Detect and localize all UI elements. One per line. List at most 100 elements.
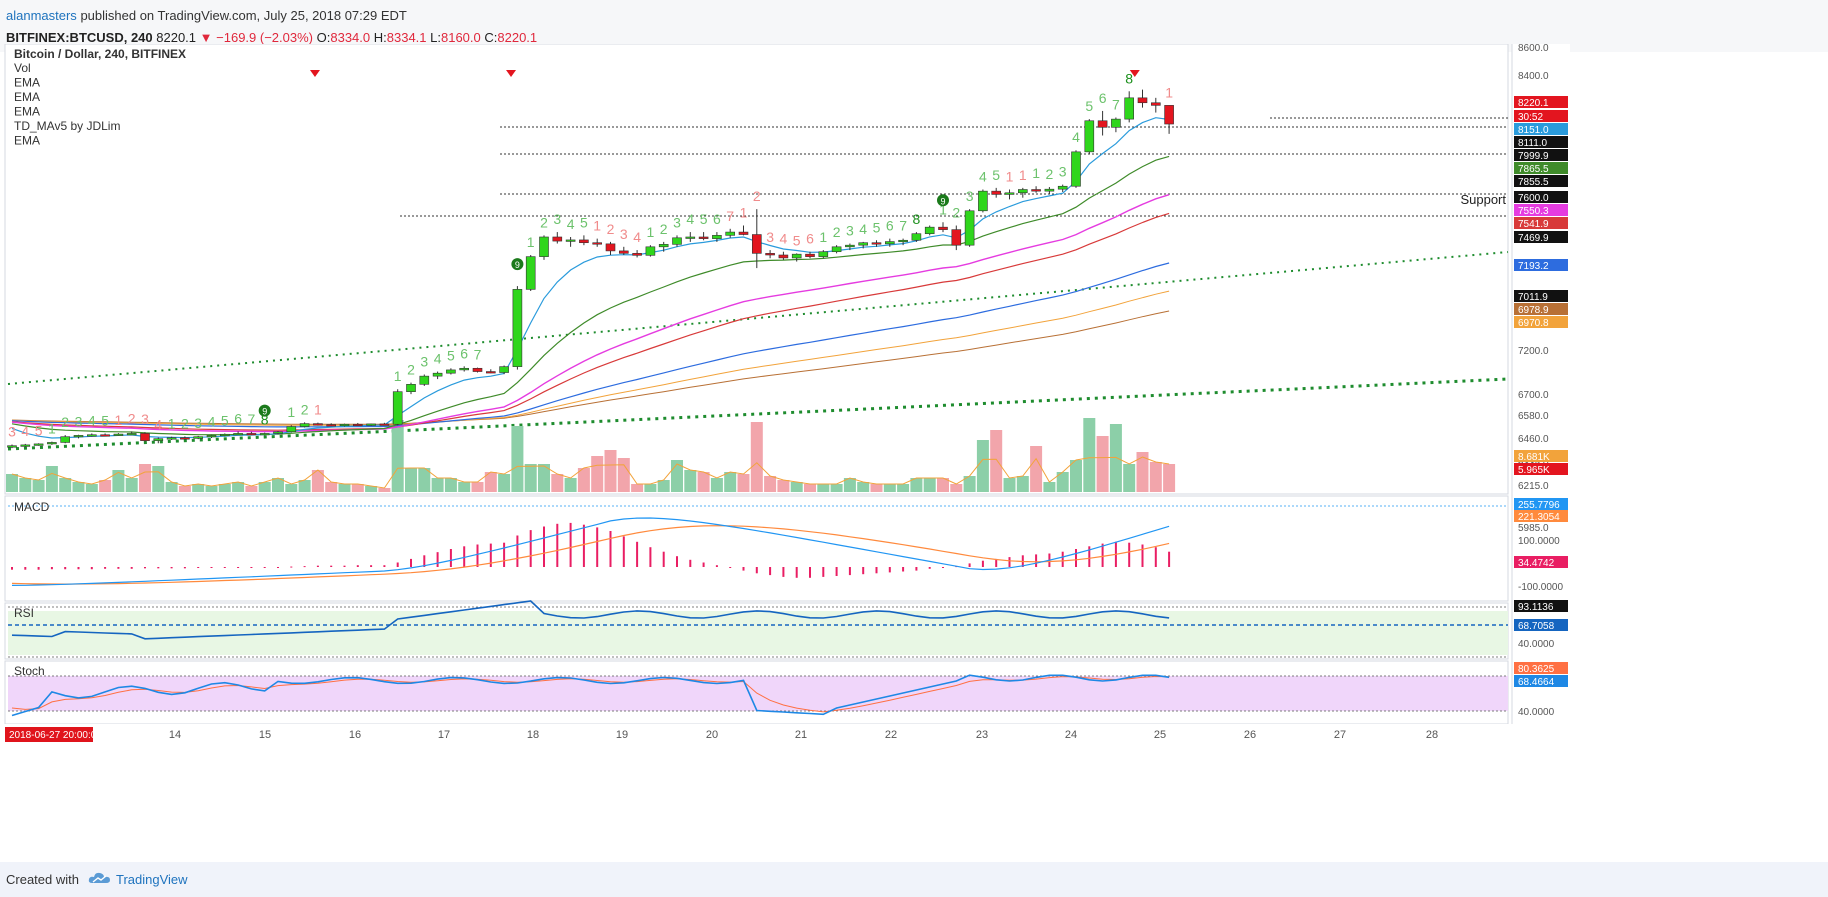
price-label-text: 7999.9 bbox=[1518, 151, 1549, 162]
trend-line-lower bbox=[7, 377, 1509, 451]
volume-bar bbox=[897, 484, 910, 492]
ema-green-line bbox=[11, 155, 1170, 436]
macd-label-box bbox=[1514, 510, 1568, 522]
td-count-label: 4 bbox=[686, 211, 694, 227]
legend-item: EMA bbox=[14, 134, 40, 148]
volume-bar bbox=[804, 484, 816, 492]
price-label-box bbox=[1514, 96, 1568, 108]
td-count-label: 3 bbox=[620, 226, 628, 242]
td-count-label: 2 bbox=[407, 362, 415, 378]
price-label-box bbox=[1514, 204, 1568, 216]
volume-bar bbox=[458, 482, 471, 492]
candle-down bbox=[991, 190, 1002, 195]
td-count-label: 1 bbox=[1006, 169, 1014, 185]
td-count-label: 4 bbox=[1072, 129, 1080, 145]
volume-bar bbox=[365, 486, 378, 492]
td-count-label: 1 bbox=[115, 412, 123, 428]
td-count-label: 3 bbox=[673, 214, 681, 230]
created-with: Created with bbox=[6, 872, 79, 887]
date-tick: 26 bbox=[1244, 729, 1256, 741]
candle-down bbox=[472, 367, 483, 372]
stoch-k-line bbox=[11, 674, 1170, 717]
author-link[interactable]: alanmasters bbox=[6, 8, 77, 23]
price-label-text: 7855.5 bbox=[1518, 177, 1549, 188]
td-count-label: 1 bbox=[527, 234, 535, 250]
rsi-band bbox=[8, 611, 1508, 655]
candle-up bbox=[33, 443, 44, 446]
td-count-label: 2 bbox=[1046, 166, 1054, 182]
candle-down bbox=[180, 437, 190, 440]
macd-hist-bar bbox=[888, 567, 891, 573]
macd-hist-bar bbox=[529, 530, 532, 567]
rsi-label-text: 93.1136 bbox=[1518, 602, 1554, 613]
candle-up bbox=[113, 433, 124, 436]
candle-down bbox=[1137, 97, 1148, 104]
rsi-label-box bbox=[1514, 619, 1568, 631]
price-label-box bbox=[1514, 136, 1568, 148]
td-count-label: 8 bbox=[1125, 70, 1133, 86]
symbol-line: BITFINEX:BTCUSD, 240 8220.1 ▼ −169.9 (−2… bbox=[6, 30, 537, 45]
volume-bar bbox=[232, 482, 245, 492]
macd-hist-bar bbox=[1088, 546, 1091, 567]
candle-down bbox=[100, 434, 110, 437]
price-label-text: 6978.9 bbox=[1518, 305, 1549, 316]
price-label-text: 30:52 bbox=[1518, 112, 1543, 123]
candle-up bbox=[831, 246, 842, 253]
macd-hist-bar bbox=[782, 567, 785, 577]
macd-hist-bar bbox=[449, 549, 452, 567]
tradingview-link[interactable]: TradingView bbox=[116, 872, 188, 887]
price-axis-tick: 6580.0 bbox=[1518, 411, 1549, 422]
stoch-axis-tick: 40.0000 bbox=[1518, 707, 1555, 718]
ema-fast-line bbox=[11, 117, 1170, 439]
td-count-label: 4 bbox=[154, 417, 162, 433]
volume-bar bbox=[724, 472, 737, 492]
candle-up bbox=[446, 369, 456, 374]
macd-hist-bar bbox=[875, 567, 878, 574]
candle-down bbox=[379, 423, 390, 426]
volume-bar bbox=[245, 486, 258, 492]
macd-hist-bar bbox=[1101, 543, 1104, 567]
macd-label: MACD bbox=[14, 500, 50, 514]
td-count-label: 4 bbox=[208, 414, 216, 430]
macd-hist-bar bbox=[64, 567, 67, 570]
macd-label-box bbox=[1514, 498, 1568, 510]
close-label: C: bbox=[484, 30, 498, 45]
volume-bar bbox=[710, 478, 723, 492]
td-nine-label: 9 bbox=[515, 260, 520, 270]
td-count-label: 3 bbox=[420, 353, 428, 369]
footer: Created with TradingView bbox=[0, 862, 1828, 897]
candle-up bbox=[259, 433, 270, 436]
price-label-box bbox=[1514, 191, 1568, 203]
macd-hist-bar bbox=[1168, 551, 1171, 567]
price-label-text: 6970.8 bbox=[1518, 318, 1549, 329]
candle-up bbox=[672, 237, 682, 245]
candle-down bbox=[605, 243, 616, 252]
candle-up bbox=[1111, 118, 1121, 128]
macd-hist-bar bbox=[503, 542, 506, 567]
candle-up bbox=[964, 210, 975, 246]
candle-up bbox=[392, 391, 403, 425]
candle-up bbox=[87, 434, 97, 437]
macd-hist-bar bbox=[981, 560, 984, 567]
td-count-label: 5 bbox=[1085, 98, 1093, 114]
macd-hist-bar bbox=[928, 567, 931, 569]
ema-brown-line bbox=[11, 310, 1170, 425]
chart-area[interactable]: Support 3 4 5 1 2 3 4 5 1 2 3 4 1 2 3 4 5 6 7 8 1 2 1 1 2 3 4 5 6 7 1 2 3… bbox=[0, 43, 1828, 862]
macd-hist-bar bbox=[356, 565, 359, 567]
price-axis-tick: 5985.0 bbox=[1518, 523, 1549, 534]
macd-pane bbox=[4, 495, 1509, 602]
td-count-label: 5 bbox=[447, 347, 455, 363]
candle-up bbox=[220, 433, 230, 437]
candle-down bbox=[579, 239, 589, 244]
macd-hist-bar bbox=[689, 559, 692, 567]
volume-bar bbox=[139, 464, 151, 492]
volume-bar bbox=[990, 430, 1003, 492]
macd-hist-bar bbox=[170, 567, 173, 569]
td-count-label: 8 bbox=[913, 211, 921, 227]
macd-hist-bar bbox=[809, 567, 811, 578]
candle-up bbox=[273, 431, 283, 434]
td-count-label: 1 bbox=[314, 402, 322, 418]
candle-down bbox=[765, 253, 775, 256]
volume-bar bbox=[1056, 472, 1069, 492]
